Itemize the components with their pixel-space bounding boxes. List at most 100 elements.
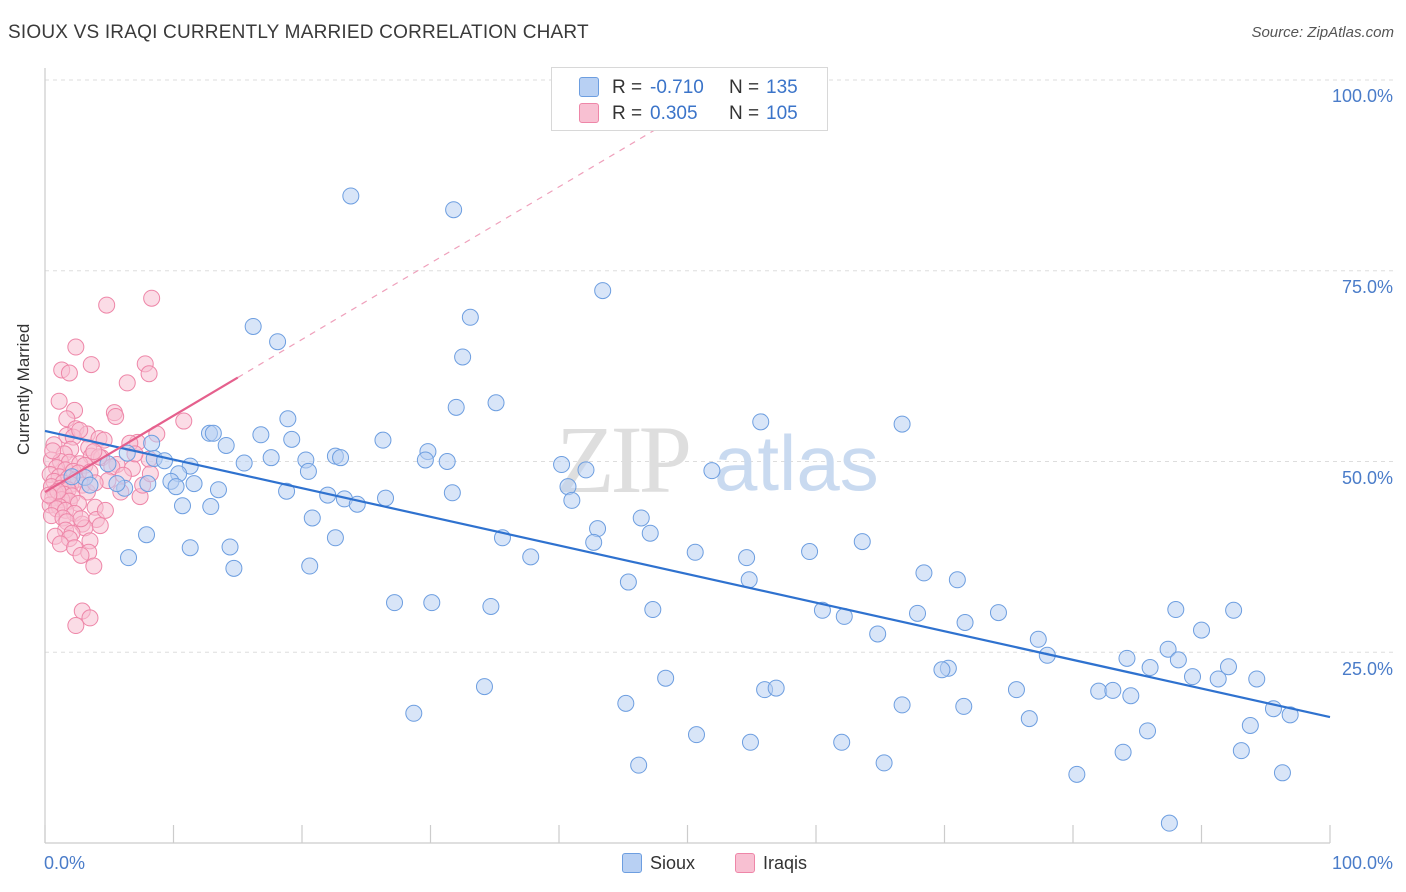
iraqi-point — [175, 412, 193, 430]
iraqi-point — [82, 356, 100, 374]
grid-lines — [45, 79, 1395, 653]
sioux-point — [1169, 651, 1187, 669]
sioux-point — [217, 436, 235, 454]
sioux-point — [752, 413, 770, 431]
iraqi-point — [51, 535, 69, 553]
sioux-point — [1118, 649, 1136, 667]
iraqi-legend-swatch-icon — [735, 853, 755, 873]
sioux-point — [955, 697, 973, 715]
sioux-point — [619, 573, 637, 591]
iraqi-point — [118, 374, 136, 392]
sioux-point — [740, 571, 758, 589]
sioux-point — [108, 475, 126, 493]
sioux-point — [1167, 601, 1185, 619]
legend-n-value: 135 — [766, 77, 798, 98]
sioux-point — [487, 394, 505, 412]
sioux-point — [326, 529, 344, 547]
sioux-point — [585, 533, 603, 551]
legend-r-label: R = — [612, 103, 643, 124]
sioux-point — [81, 476, 99, 494]
sioux-point — [139, 475, 157, 493]
sioux-point — [644, 601, 662, 619]
sioux-point — [738, 549, 756, 567]
sioux-point — [120, 549, 138, 567]
iraqi-point — [50, 392, 68, 410]
sioux-point — [1281, 706, 1299, 724]
watermark: ZIP atlas — [556, 406, 879, 513]
sioux-point — [686, 543, 704, 561]
sioux-point — [1184, 668, 1202, 686]
sioux-point — [594, 282, 612, 300]
sioux-point — [801, 543, 819, 561]
y-axis-label: Currently Married — [14, 323, 33, 455]
sioux-point — [632, 509, 650, 527]
sioux-point — [252, 426, 270, 444]
sioux-point — [853, 533, 871, 551]
iraqi-point — [107, 407, 125, 425]
sioux-point — [909, 604, 927, 622]
sioux-point — [813, 601, 831, 619]
sioux-point — [283, 430, 301, 448]
sioux-point — [1248, 670, 1266, 688]
sioux-point — [948, 571, 966, 589]
sioux-point — [386, 594, 404, 612]
sioux-point — [374, 431, 392, 449]
sioux-point — [657, 669, 675, 687]
sioux-point — [1122, 687, 1140, 705]
sioux-point — [1104, 681, 1122, 699]
sioux-point — [204, 424, 222, 442]
y-tick-75: 75.0% — [1341, 277, 1393, 297]
iraqi-point — [81, 609, 99, 627]
sioux-point — [225, 559, 243, 577]
sioux-point — [1219, 658, 1237, 676]
trend-lines — [44, 110, 1331, 719]
sioux-point — [767, 679, 785, 697]
sioux-point — [687, 726, 705, 744]
sioux-point — [454, 348, 472, 366]
sioux-point — [143, 434, 161, 452]
sioux-point — [445, 201, 463, 219]
sioux-point — [641, 524, 659, 542]
sioux-point — [221, 538, 239, 556]
sioux-point — [893, 415, 911, 433]
sioux-point — [167, 478, 185, 496]
iraqi-point — [67, 338, 85, 356]
stats-legend: R = -0.710 N = 135 R = 0.305 N = 105 — [551, 67, 828, 131]
iraqi-point — [143, 289, 161, 307]
sioux-point — [342, 187, 360, 205]
sioux-point — [1209, 670, 1227, 688]
sioux-point — [405, 704, 423, 722]
legend-item-sioux[interactable]: Sioux — [622, 853, 695, 874]
legend-row-sioux: R = -0.710 N = 135 — [552, 77, 827, 101]
x-tick-0: 0.0% — [44, 853, 86, 873]
watermark-zip: ZIP — [556, 406, 689, 513]
sioux-point — [869, 625, 887, 643]
sioux-point — [303, 509, 321, 527]
sioux-point — [301, 557, 319, 575]
sioux-point — [915, 564, 933, 582]
x-tick-100: 100.0% — [1331, 853, 1393, 873]
sioux-point — [1090, 682, 1108, 700]
iraqi-point — [85, 557, 103, 575]
sioux-swatch-icon — [579, 77, 599, 97]
legend-label-iraqis: Iraqis — [763, 853, 808, 873]
sioux-trend-line — [44, 429, 1331, 719]
iraqi-trend-extension — [237, 110, 688, 379]
sioux-point — [522, 548, 540, 566]
sioux-point — [933, 661, 951, 679]
legend-item-iraqis[interactable]: Iraqis — [735, 853, 807, 874]
sioux-point — [1160, 814, 1178, 832]
legend-n-label: N = — [729, 103, 760, 124]
sioux-point — [138, 526, 156, 544]
sioux-point — [1020, 710, 1038, 728]
sioux-point — [299, 462, 317, 480]
sioux-point — [1159, 640, 1177, 658]
legend-r-value: -0.710 — [650, 77, 704, 98]
sioux-point — [377, 489, 395, 507]
sioux-point — [1141, 659, 1159, 677]
legend-label-sioux: Sioux — [650, 853, 696, 873]
sioux-point — [181, 539, 199, 557]
sioux-point — [989, 604, 1007, 622]
sioux-point — [443, 484, 461, 502]
